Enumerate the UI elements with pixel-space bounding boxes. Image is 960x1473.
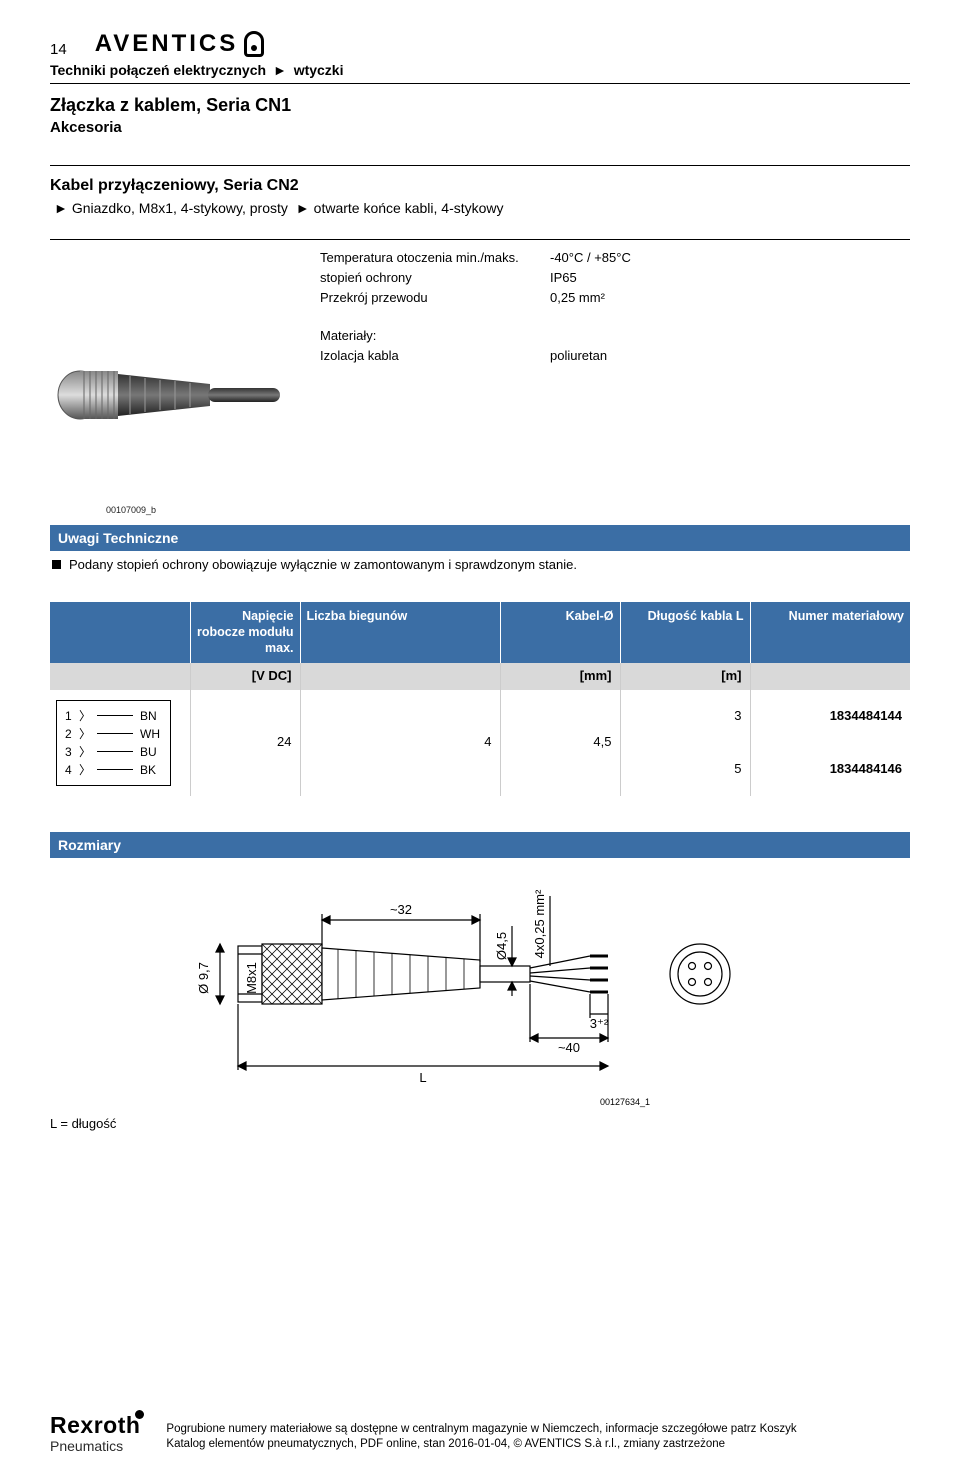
spec-row: stopień ochrony IP65	[320, 270, 910, 287]
spec-key: Przekrój przewodu	[320, 290, 550, 307]
footer-line: Katalog elementów pneumatycznych, PDF on…	[166, 1437, 910, 1453]
dimensions-heading-bar: Rozmiary	[50, 832, 910, 858]
section-subheading: ►Gniazdko, M8x1, 4-stykowy, prosty ►otwa…	[50, 199, 910, 217]
section-sub-a: Gniazdko, M8x1, 4-stykowy, prosty	[72, 200, 288, 216]
table-cell: 3	[620, 690, 750, 743]
table-header: Długość kabla L	[620, 602, 750, 663]
spec-value: poliuretan	[550, 348, 910, 365]
svg-text:4x0,25 mm²: 4x0,25 mm²	[532, 889, 547, 958]
pinout-diagram: 1〉BN 2〉WH 3〉BU 4〉BK	[56, 700, 171, 786]
breadcrumb-sub: wtyczki	[294, 62, 344, 78]
spec-key: Izolacja kabla	[320, 348, 550, 365]
spec-row: Izolacja kabla poliuretan	[320, 348, 910, 365]
bullet-icon	[52, 560, 61, 569]
table-cell: 24	[190, 690, 300, 796]
page-title: Złączka z kablem, Seria CN1	[50, 94, 910, 117]
table-cell: [V DC]	[190, 663, 300, 690]
table-cell: [m]	[620, 663, 750, 690]
svg-text:~40: ~40	[558, 1040, 580, 1055]
brand-icon	[244, 31, 264, 57]
spec-row: Temperatura otoczenia min./maks. -40°C /…	[320, 250, 910, 267]
svg-text:L: L	[419, 1070, 426, 1085]
dimension-drawing: Ø 9,7 M8x1 ~32 Ø4,5 4x0,25 mm² 3⁺² ~40 L	[50, 866, 910, 1091]
table-unit-row: [V DC] [mm] [m]	[50, 663, 910, 690]
table-cell: 4	[300, 690, 500, 796]
dimension-caption: L = długość	[50, 1116, 910, 1133]
footer-logo: Rexroth Pneumatics	[50, 1414, 140, 1453]
breadcrumb-category: Techniki połączeń elektrycznych	[50, 62, 266, 78]
spec-value: IP65	[550, 270, 910, 287]
table-cell	[750, 663, 910, 690]
table-header: Kabel-Ø	[500, 602, 620, 663]
table-cell: [mm]	[500, 663, 620, 690]
image-reference-code: 00107009_b	[106, 505, 910, 517]
spec-value: -40°C / +85°C	[550, 250, 910, 267]
spec-block: Temperatura otoczenia min./maks. -40°C /…	[320, 250, 910, 455]
drawing-reference-code: 00127634_1	[50, 1097, 650, 1109]
notes-heading-bar: Uwagi Techniczne	[50, 525, 910, 551]
divider	[50, 239, 910, 240]
pin-number: 3	[65, 743, 75, 761]
table-header: Numer materiałowy	[750, 602, 910, 663]
breadcrumb: Techniki połączeń elektrycznych ► wtyczk…	[50, 61, 910, 79]
note-row: Podany stopień ochrony obowiązuje wyłącz…	[50, 551, 910, 602]
materials-heading: Materiały:	[320, 328, 910, 345]
pin-number: 1	[65, 707, 75, 725]
svg-text:M8x1: M8x1	[244, 962, 259, 994]
section-heading: Kabel przyłączeniowy, Seria CN2	[50, 176, 910, 197]
pin-number: 4	[65, 761, 75, 779]
table-cell: 4,5	[500, 690, 620, 796]
breadcrumb-separator: ►	[273, 62, 287, 78]
data-table: Napięcie robocze modułu max. Liczba bieg…	[50, 602, 910, 796]
footer-line: Pogrubione numery materiałowe są dostępn…	[166, 1422, 910, 1438]
brand-logo: AVENTICS	[95, 28, 265, 59]
product-image	[50, 250, 280, 455]
pin-color: WH	[140, 725, 160, 743]
footer-logo-main: Rexroth	[50, 1412, 140, 1438]
svg-text:Ø4,5: Ø4,5	[494, 932, 509, 960]
table-header: Liczba biegunów	[300, 602, 500, 663]
pin-color: BN	[140, 707, 157, 725]
pin-color: BK	[140, 761, 156, 779]
page-footer: Rexroth Pneumatics Pogrubione numery mat…	[50, 1414, 910, 1453]
pin-number: 2	[65, 725, 75, 743]
svg-text:Ø 9,7: Ø 9,7	[196, 962, 211, 994]
spec-value: 0,25 mm²	[550, 290, 910, 307]
note-text: Podany stopień ochrony obowiązuje wyłącz…	[69, 557, 577, 574]
footer-logo-sub: Pneumatics	[50, 1439, 140, 1453]
table-row: 1〉BN 2〉WH 3〉BU 4〉BK 24 4 4,5 3 183448414…	[50, 690, 910, 743]
part-number: 1834484146	[750, 743, 910, 796]
spec-key: stopień ochrony	[320, 270, 550, 287]
table-header	[50, 602, 190, 663]
footer-text: Pogrubione numery materiałowe są dostępn…	[166, 1422, 910, 1453]
spec-key: Temperatura otoczenia min./maks.	[320, 250, 550, 267]
part-number: 1834484144	[750, 690, 910, 743]
divider	[50, 83, 910, 84]
page-number: 14	[50, 40, 67, 60]
divider	[50, 165, 910, 166]
page-subtitle: Akcesoria	[50, 118, 910, 138]
section-sub-b: otwarte końce kabli, 4-stykowy	[314, 200, 504, 216]
brand-name: AVENTICS	[95, 28, 239, 59]
table-cell	[300, 663, 500, 690]
spec-row: Przekrój przewodu 0,25 mm²	[320, 290, 910, 307]
svg-text:3⁺²: 3⁺²	[590, 1016, 609, 1031]
pin-color: BU	[140, 743, 157, 761]
table-cell	[50, 663, 190, 690]
table-header: Napięcie robocze modułu max.	[190, 602, 300, 663]
table-cell: 5	[620, 743, 750, 796]
svg-text:~32: ~32	[390, 902, 412, 917]
